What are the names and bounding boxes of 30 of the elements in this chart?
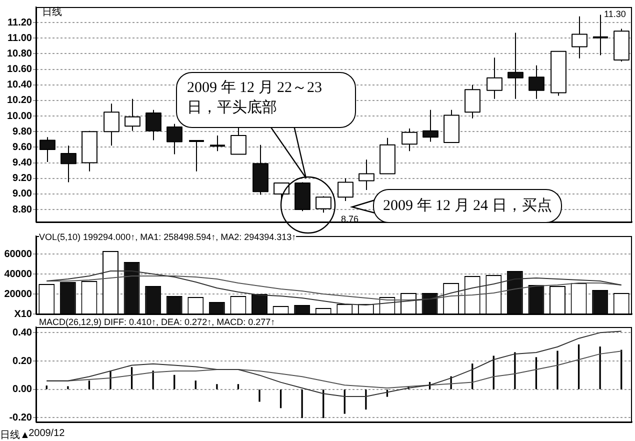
y-tick-label: 60000 <box>4 248 32 260</box>
speech-bubble: 2009 年 12 月 24 日，买点 <box>373 189 562 223</box>
y-tick-label: -0.20 <box>9 412 32 424</box>
y-tick-label: 9.20 <box>12 173 32 184</box>
y-tick-label: 10.60 <box>6 64 32 76</box>
y-tick-label: 9.80 <box>12 126 32 138</box>
y-tick-label: X10 <box>14 308 32 320</box>
y-tick-label: 11.20 <box>8 17 32 28</box>
y-tick-label: 9.60 <box>12 142 32 153</box>
annotation: 11.30 <box>604 9 626 19</box>
x-tick-label: 2009/12 <box>28 428 66 439</box>
y-tick-label: 20000 <box>4 288 32 300</box>
y-tick-label: 10.20 <box>6 95 32 106</box>
y-tick-label: 8.80 <box>12 204 32 216</box>
annotation: 2009 年 12 月 22～23 日，平头底部 <box>187 80 322 116</box>
y-tick-label: 0.40 <box>12 327 32 338</box>
y-tick-label: 11.00 <box>8 32 32 44</box>
speech-bubble: 2009 年 12 月 22～23 日，平头底部 <box>176 72 356 128</box>
y-tick-label: 0.20 <box>12 356 32 367</box>
y-tick-label: 0.00 <box>12 384 32 396</box>
y-tick-label: 10.00 <box>6 110 32 122</box>
y-tick-label: 10.80 <box>6 48 32 60</box>
chart-subtitle: VOL(5,10) 199294.000↑, MA1: 258498.594↑, MA2: 294394.313↑ <box>39 232 296 242</box>
y-tick-label: 9.40 <box>12 158 32 169</box>
y-tick-label: 10.40 <box>6 80 32 91</box>
y-tick-label: 40000 <box>4 268 32 280</box>
chart-subtitle: MACD(26,12,9) DIFF: 0.410↑, DEA: 0.272↑, MACD: 0.277↑ <box>39 317 276 327</box>
text: 日线▲ <box>0 430 30 441</box>
y-tick-label: 9.00 <box>12 188 32 200</box>
annotation: 2009 年 12 月 24 日，买点 <box>383 198 552 214</box>
